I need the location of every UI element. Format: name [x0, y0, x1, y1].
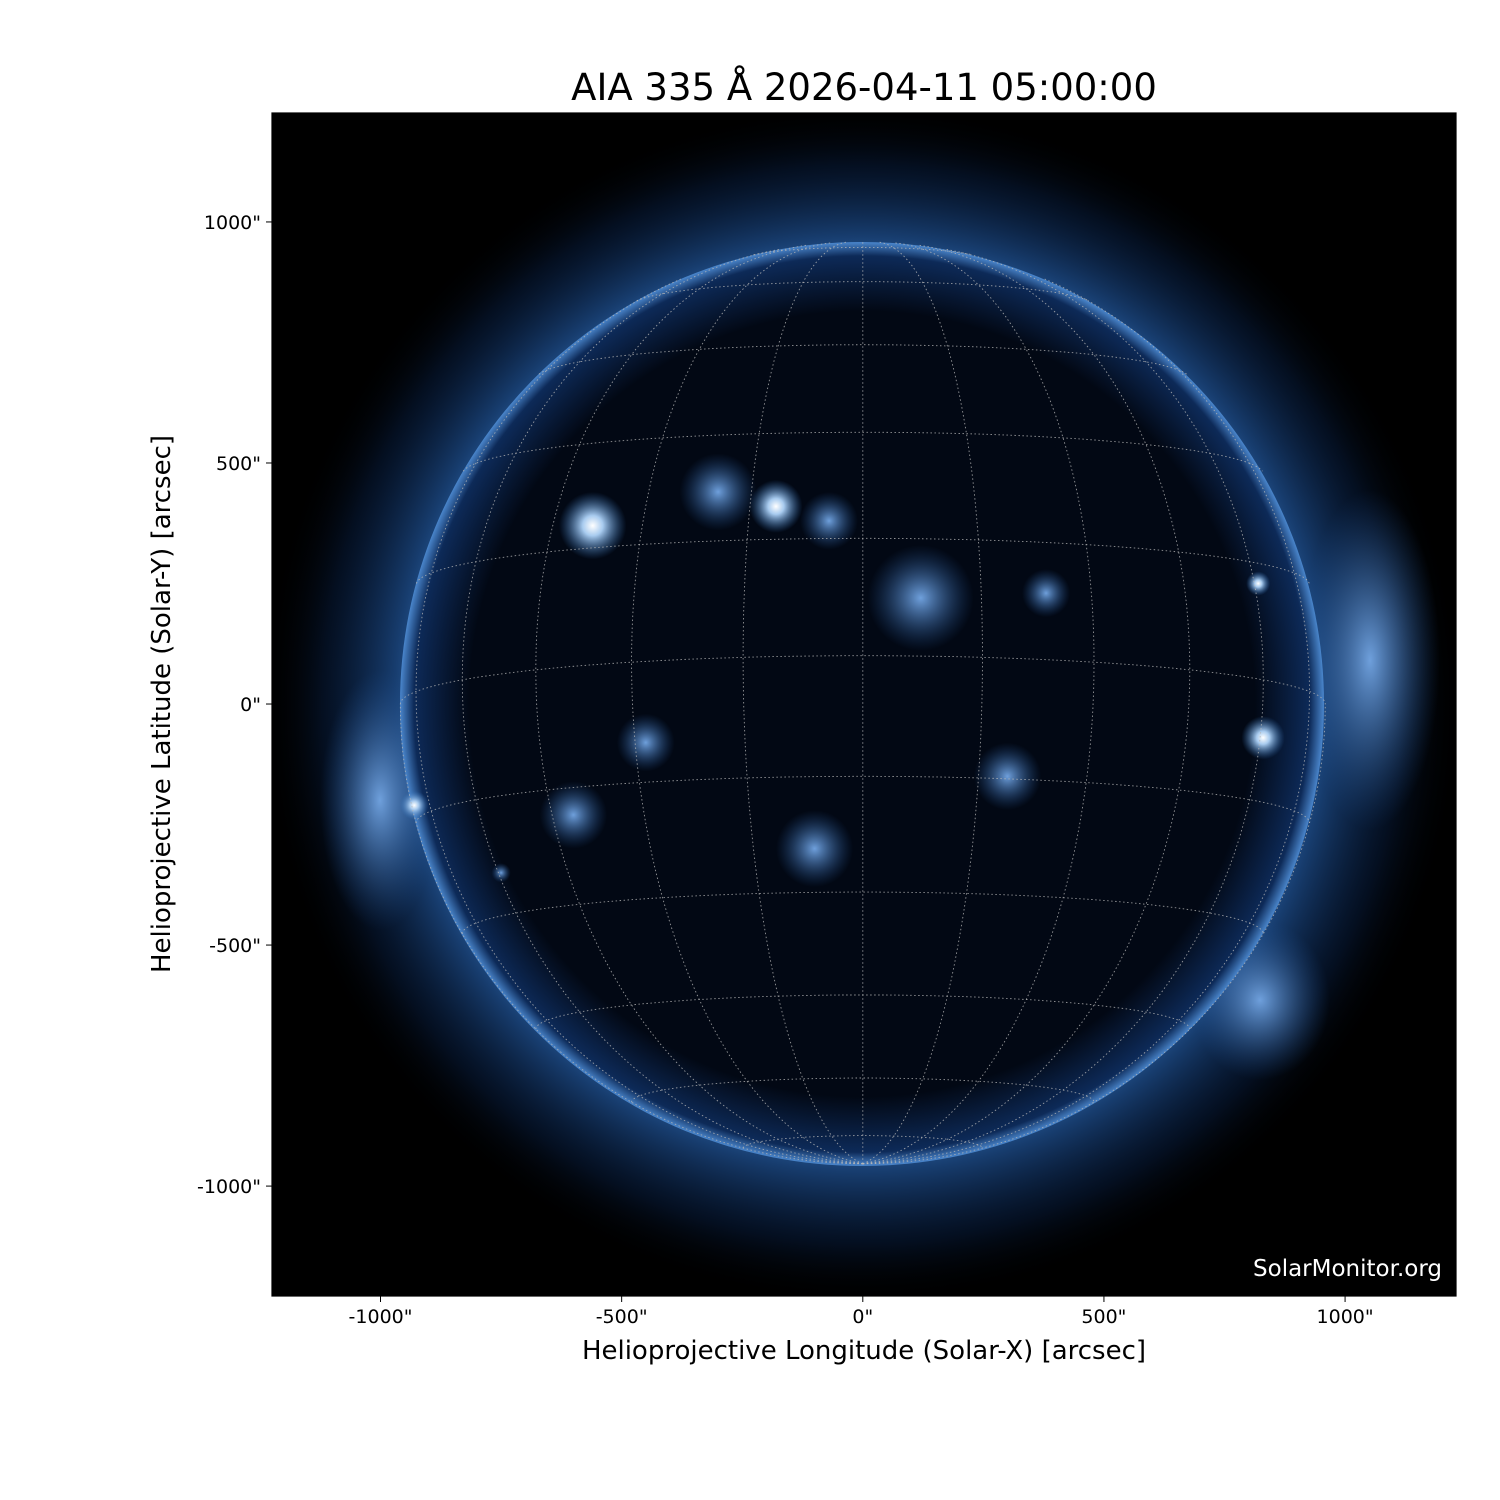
latitude-gridline [399, 655, 1326, 705]
plot-title: AIA 335 Å 2026-04-11 05:00:00 [571, 66, 1157, 109]
active-region [1021, 569, 1071, 618]
longitude-gridline [862, 278, 1310, 1165]
latitude-gridline [415, 537, 1310, 584]
solar-disk [400, 242, 1324, 1166]
longitude-gridline [399, 703, 863, 1165]
x-tick-label: 0" [852, 1306, 873, 1328]
active-region [749, 479, 803, 533]
latitude-gridline [462, 431, 1263, 472]
x-axis-label: Helioprojective Longitude (Solar-X) [arc… [581, 1336, 1147, 1366]
active-region [1246, 571, 1271, 596]
longitude-gridline [862, 703, 1326, 1165]
y-tick-label: -1000" [197, 1176, 261, 1198]
longitude-gridline [415, 278, 863, 1165]
active-region [1241, 716, 1285, 760]
active-region [800, 491, 858, 550]
x-tick-label: 1000" [1317, 1306, 1374, 1328]
longitude-gridline [862, 241, 983, 1165]
active-region [539, 781, 608, 849]
x-tick-label: -500" [596, 1306, 648, 1328]
active-region [399, 790, 429, 820]
longitude-gridline [461, 248, 863, 1165]
active-region [867, 544, 974, 651]
longitude-gridline [862, 244, 1191, 1165]
active-region [616, 713, 675, 772]
active-region [491, 863, 511, 883]
longitude-gridline [631, 242, 863, 1165]
y-tick-label: -500" [209, 935, 261, 957]
latitude-gridline [753, 246, 973, 256]
active-region [558, 491, 627, 560]
active-region [679, 453, 757, 531]
limb-loop-west [1300, 490, 1440, 830]
longitude-gridline [535, 244, 863, 1165]
longitude-gridline [862, 242, 1095, 1165]
longitude-gridline [862, 248, 1264, 1165]
x-tick-label: 500" [1081, 1306, 1126, 1328]
y-tick-label: 1000" [204, 212, 261, 234]
y-tick-label: 500" [216, 453, 261, 475]
active-region [776, 810, 854, 888]
y-tick-label: 0" [240, 694, 261, 716]
y-axis-label: Helioprojective Latitude (Solar-Y) [arcs… [147, 434, 177, 974]
active-region [973, 742, 1042, 811]
latitude-gridline [636, 281, 1090, 302]
x-tick-label: -1000" [349, 1306, 413, 1328]
watermark: SolarMonitor.org [1253, 1256, 1442, 1282]
longitude-gridline [742, 241, 863, 1165]
